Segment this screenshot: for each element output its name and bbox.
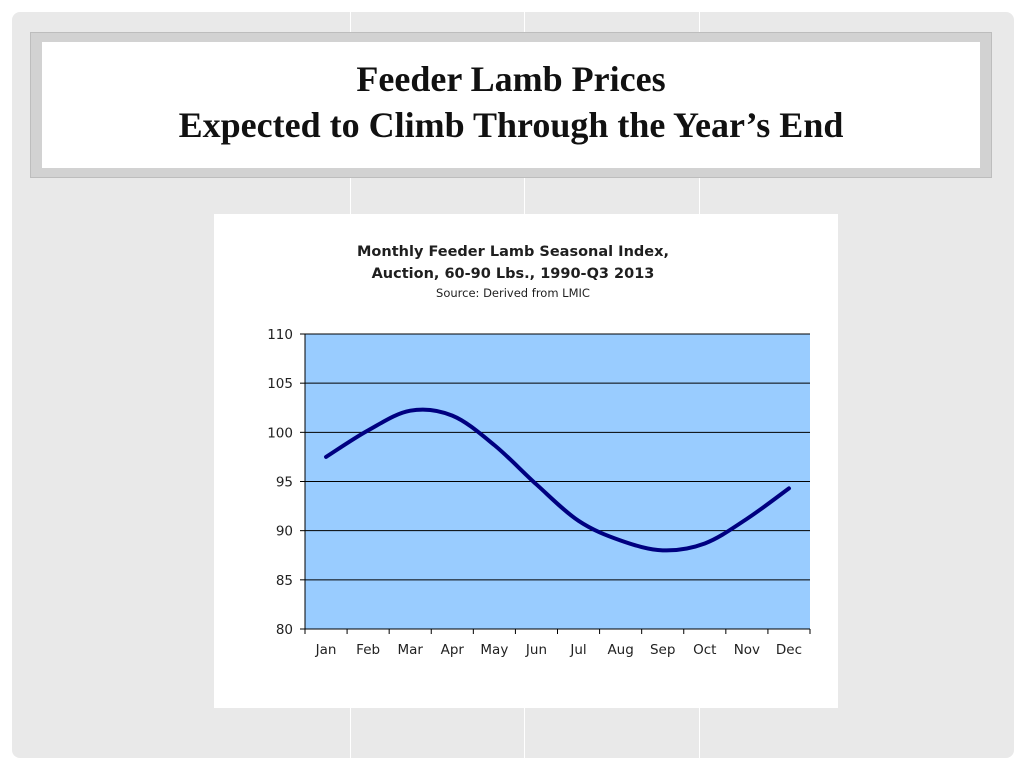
chart-subtitle: Auction, 60-90 Lbs., 1990-Q3 2013 — [372, 266, 655, 282]
data-point — [492, 443, 496, 447]
y-tick-label: 110 — [267, 327, 293, 343]
chart-title: Monthly Feeder Lamb Seasonal Index, — [357, 244, 669, 260]
y-tick-label: 90 — [276, 524, 293, 540]
x-tick-label: Apr — [441, 642, 465, 658]
data-point — [661, 548, 665, 552]
y-tick-label: 100 — [267, 425, 293, 441]
y-tick-label: 105 — [267, 376, 293, 392]
chart-source: Source: Derived from LMIC — [436, 286, 590, 300]
x-tick-label: Nov — [734, 642, 760, 658]
x-tick-label: Jul — [569, 642, 586, 658]
data-point — [534, 482, 538, 486]
y-tick-label: 95 — [276, 475, 293, 491]
title-frame: Feeder Lamb Prices Expected to Climb Thr… — [30, 32, 992, 178]
x-tick-label: Mar — [397, 642, 423, 658]
data-point — [408, 409, 412, 413]
data-point — [619, 539, 623, 542]
x-axis-ticks: Jan Feb Mar Apr May Jun Jul Aug Sep Oct Nov Dec — [304, 629, 811, 658]
y-axis-ticks: 80 85 90 95 100 105 110 — [267, 327, 305, 638]
data-point — [450, 414, 454, 418]
slide-title: Feeder Lamb Prices Expected to Climb Thr… — [42, 42, 980, 168]
data-point — [324, 455, 328, 459]
x-tick-label: Dec — [776, 642, 802, 658]
data-point — [366, 428, 370, 432]
x-tick-label: Aug — [607, 642, 633, 658]
slide-title-line-2: Expected to Climb Through the Year’s End — [178, 105, 844, 145]
line-chart: Monthly Feeder Lamb Seasonal Index, Auct… — [267, 244, 811, 658]
x-tick-label: Jun — [525, 642, 547, 658]
slide-background: Feeder Lamb Prices Expected to Climb Thr… — [12, 12, 1014, 758]
chart-card: Monthly Feeder Lamb Seasonal Index, Auct… — [214, 214, 838, 708]
series-line — [324, 407, 791, 553]
slide-title-line-1: Feeder Lamb Prices — [356, 59, 666, 99]
data-point — [745, 517, 749, 521]
series-group — [324, 407, 791, 553]
gridlines — [305, 333, 810, 581]
x-tick-label: Sep — [650, 642, 675, 658]
y-tick-label: 85 — [276, 573, 293, 589]
x-tick-label: Oct — [693, 642, 716, 658]
data-point — [787, 486, 791, 490]
x-tick-label: Jan — [315, 642, 337, 658]
y-tick-label: 80 — [276, 622, 293, 638]
x-tick-label: Feb — [356, 642, 380, 658]
x-tick-label: May — [480, 642, 508, 658]
data-point — [703, 541, 707, 545]
data-point — [577, 519, 581, 523]
